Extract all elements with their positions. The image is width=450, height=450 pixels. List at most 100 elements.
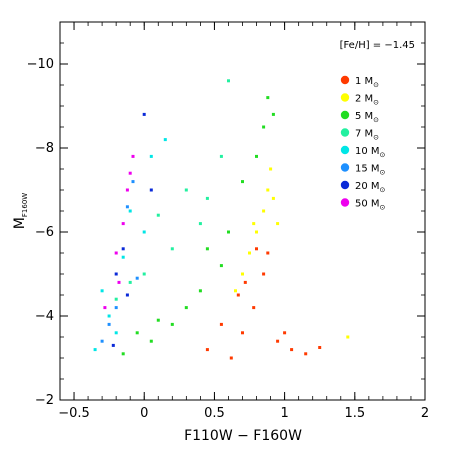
data-point-s7-3 [114,251,118,255]
legend-label-7: 50 M⊙ [355,199,385,212]
data-point-s4-7 [114,331,118,335]
data-point-s4-2 [121,255,125,259]
data-point-s3-3 [142,272,146,276]
data-point-s1-4 [271,196,275,200]
data-point-s0-0 [229,356,233,360]
legend-label-2: 5 M⊙ [355,111,379,124]
data-point-s0-10 [205,348,209,352]
data-point-s2-12 [156,318,160,322]
data-point-s1-2 [255,230,258,234]
legend-label-4: 10 M⊙ [355,146,385,159]
y-axis-label: MF160W [12,193,29,229]
data-point-s0-12 [255,247,258,251]
data-point-s1-0 [262,209,266,213]
data-point-s2-7 [121,352,125,356]
data-point-s4-0 [93,348,97,352]
legend-swatch-2 [340,110,350,120]
data-point-s4-6 [163,138,167,142]
data-point-s4-4 [149,154,153,158]
data-point-s4-5 [100,289,104,293]
y-axis-label-main: M [12,217,28,229]
y-tick-label-0: −10 [27,57,54,72]
y-tick-label-3: −4 [35,309,54,324]
data-point-s2-14 [205,247,209,251]
legend-label-5: 15 M⊙ [355,164,385,177]
metallicity-annotation: [Fe/H] = −1.45 [340,40,415,51]
legend-swatch-0 [340,75,350,85]
data-point-s0-14 [283,331,287,335]
x-tick-label-5: 2 [421,406,429,421]
data-point-s7-2 [121,222,125,226]
data-point-s2-10 [241,180,244,184]
x-tick-label-0: −0.5 [58,406,90,421]
data-point-s1-7 [252,222,256,226]
data-point-s1-9 [234,289,237,293]
legend-label-3: 7 M⊙ [355,129,379,142]
data-point-s4-1 [107,314,111,318]
data-point-s5-0 [100,339,104,343]
data-point-s0-5 [276,339,280,343]
data-point-s1-10 [276,222,280,226]
legend-label-6: 20 M⊙ [355,181,385,194]
data-point-s0-8 [318,346,322,349]
data-point-s3-2 [170,247,174,251]
data-point-s5-5 [131,180,135,184]
scatter-points [93,79,350,360]
data-point-s0-1 [241,331,244,335]
y-tick-label-1: −8 [35,141,54,156]
data-point-s7-1 [125,188,129,192]
x-tick-label-3: 1 [280,406,288,421]
data-point-s2-1 [262,125,266,129]
data-point-s5-4 [107,322,111,326]
data-point-s6-5 [142,112,146,116]
data-point-s2-0 [266,96,270,100]
legend-swatch-7 [340,198,350,207]
data-point-s3-9 [205,196,209,200]
data-point-s0-3 [262,272,266,276]
legend-swatch-4 [340,145,350,155]
legend-swatch-6 [340,180,350,190]
data-point-s6-2 [121,247,125,251]
data-point-s0-9 [219,322,223,326]
data-point-s4-3 [128,209,132,213]
x-tick-label-1: 0 [140,406,148,421]
data-point-s6-1 [125,293,129,297]
data-point-s0-11 [243,280,247,284]
data-point-s7-0 [128,171,132,175]
data-point-s3-4 [114,297,118,301]
data-point-s2-5 [170,322,174,326]
data-point-s2-9 [227,230,230,234]
data-point-s6-4 [114,272,118,276]
data-point-s0-6 [290,348,294,352]
data-point-s5-3 [135,276,139,280]
data-point-s1-6 [241,272,244,276]
data-point-s7-6 [131,154,135,158]
data-point-s2-3 [219,264,223,268]
y-axis-label-sub: F160W [21,193,29,217]
y-tick-label-4: −2 [35,393,54,408]
data-point-s2-13 [135,331,139,335]
data-point-s3-1 [198,222,202,226]
data-point-s3-7 [156,213,160,217]
data-point-s5-2 [125,205,129,209]
tick-labels: −0.5 0 0.5 1 1.5 2 −10 −8 −6 −4 −2 [27,57,430,421]
data-point-s1-8 [346,335,350,339]
x-tick-label-4: 1.5 [344,406,365,421]
x-axis-label: F110W − F160W [184,428,302,444]
data-point-s3-8 [128,280,132,284]
data-point-s3-6 [219,154,223,158]
x-tick-label-2: 0.5 [204,406,225,421]
data-point-s3-5 [184,188,188,192]
data-point-s6-0 [111,343,115,347]
data-point-s0-2 [252,306,256,310]
legend-swatch-1 [340,93,350,102]
data-point-s6-3 [149,188,153,192]
data-point-s2-4 [198,289,202,293]
legend: 1 M⊙ 2 M⊙ 5 M⊙ 7 M⊙ 10 M⊙ 15 M⊙ 20 M⊙ 50 M⊙ [340,75,385,212]
data-point-s4-8 [142,230,146,234]
legend-label-1: 2 M⊙ [355,94,379,107]
legend-swatch-3 [340,128,350,137]
legend-label-0: 1 M⊙ [355,76,379,89]
data-point-s3-0 [227,79,230,83]
